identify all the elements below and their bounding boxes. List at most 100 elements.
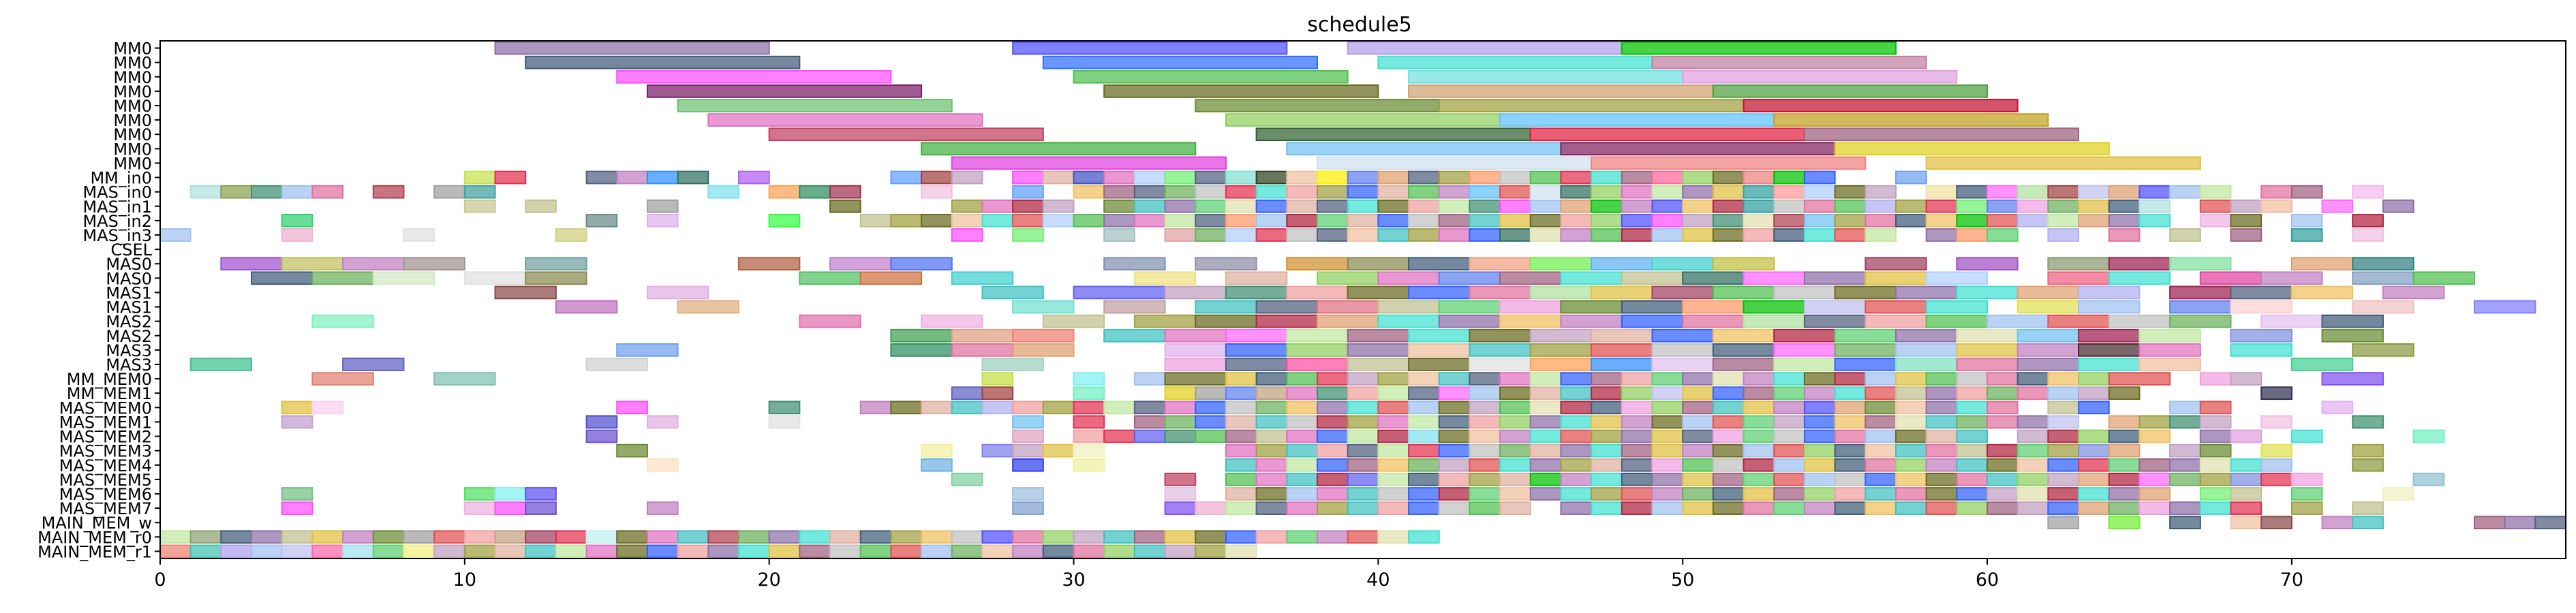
task-bar [1895, 415, 1927, 429]
task-bar [1195, 228, 1227, 242]
task-bar [463, 487, 496, 501]
task-bar [1042, 214, 1075, 227]
task-bar [1560, 429, 1593, 443]
task-bar [1682, 314, 1745, 328]
task-bar [1286, 170, 1318, 185]
task-bar [1591, 343, 1653, 357]
y-tick-label: MM0 [113, 125, 152, 144]
task-bar [2047, 214, 2080, 227]
task-bar [1834, 473, 1867, 486]
y-tick-label: MAS2 [106, 313, 152, 332]
task-bar [1225, 228, 1257, 242]
task-bar [585, 358, 648, 371]
task-bar [890, 170, 923, 185]
task-bar [1438, 487, 1471, 501]
task-bar [2290, 228, 2323, 242]
task-bar [1042, 170, 1075, 185]
task-bar [1164, 228, 1197, 242]
task-bar [1743, 228, 1775, 242]
task-bar [1956, 429, 1989, 443]
task-bar [1651, 343, 1714, 357]
task-bar [1651, 372, 1684, 386]
task-bar [1834, 487, 1867, 501]
task-bar [1743, 501, 1775, 515]
task-bar [2078, 328, 2141, 343]
task-bar [1073, 214, 1105, 227]
task-bar [1712, 199, 1745, 213]
task-bar [2321, 314, 2384, 328]
task-bar [1803, 386, 1836, 400]
task-bar [1651, 228, 1684, 242]
task-bar [585, 170, 618, 185]
task-bar [1255, 127, 1531, 142]
task-bar [1316, 443, 1349, 458]
task-bar [1408, 487, 1440, 501]
task-bar [1682, 487, 1714, 501]
task-bar [1225, 530, 1257, 544]
task-bar [981, 358, 1044, 371]
task-bar [2017, 285, 2080, 300]
task-bar [1956, 257, 2019, 271]
task-bar [2138, 473, 2171, 486]
task-bar [1316, 228, 1349, 242]
task-bar [1987, 400, 2019, 415]
task-bar [585, 530, 618, 544]
task-bar [1591, 257, 1653, 271]
task-bar [2260, 314, 2323, 328]
task-bar [1956, 443, 1989, 458]
task-bar [1682, 271, 1745, 285]
task-bar [1591, 285, 1653, 300]
task-bar [829, 199, 861, 213]
task-bar [1591, 199, 1623, 213]
task-bar [1651, 400, 1684, 415]
task-bar [1651, 55, 1927, 69]
task-bar [921, 142, 1197, 156]
x-axis: 0 10 20 30 40 50 60 70 [154, 559, 2303, 591]
task-bar [1012, 185, 1044, 199]
y-tick-label: MAS_MEM6 [59, 485, 152, 504]
task-bar [1621, 473, 1653, 486]
task-bar [1834, 199, 1867, 213]
task-bar [1133, 314, 1197, 328]
task-bar [1164, 501, 1197, 515]
task-bar [251, 544, 283, 559]
task-bar [1225, 400, 1257, 415]
task-bar [1651, 415, 1684, 429]
task-bar [1377, 458, 1410, 472]
task-bar [1164, 199, 1197, 213]
task-bar [1499, 113, 1775, 127]
task-bar [1103, 530, 1135, 544]
task-bar [1803, 300, 1867, 314]
task-bar [1651, 285, 1714, 300]
task-bar [2321, 400, 2354, 415]
task-bar [525, 544, 557, 559]
task-bar [1133, 544, 1166, 559]
task-bar [1286, 285, 1349, 300]
task-bar [2260, 443, 2293, 458]
task-bar [921, 170, 953, 185]
task-bar [1651, 214, 1684, 227]
task-bar [1895, 400, 1927, 415]
task-bar [2290, 285, 2354, 300]
task-bar [372, 530, 405, 544]
task-bar [1499, 185, 1531, 199]
task-bar [1865, 214, 1897, 227]
bars-layer [159, 41, 2566, 559]
task-bar [646, 199, 679, 213]
task-bar [1012, 170, 1044, 185]
task-bar [1865, 257, 1927, 271]
task-bar [2047, 228, 2080, 242]
task-bar [2078, 473, 2110, 486]
task-bar [1682, 501, 1714, 515]
task-bar [1408, 214, 1440, 227]
task-bar [859, 530, 892, 544]
task-bar [1621, 271, 1684, 285]
task-bar [2047, 400, 2080, 415]
task-bar [707, 530, 739, 544]
task-bar [1499, 271, 1562, 285]
task-bar [1408, 84, 1714, 98]
task-bar [677, 170, 709, 185]
task-bar [1469, 185, 1501, 199]
task-bar [1743, 170, 1775, 185]
task-bar [1743, 400, 1775, 415]
